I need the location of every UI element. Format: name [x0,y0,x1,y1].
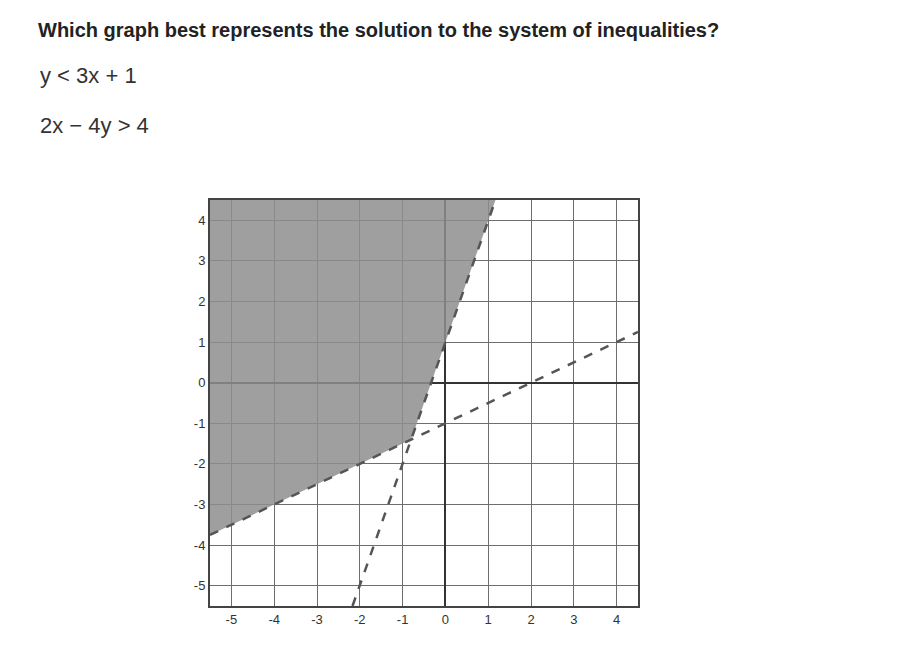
svg-text:-1: -1 [397,612,409,627]
svg-text:-2: -2 [354,612,366,627]
svg-text:-3: -3 [194,497,206,512]
svg-text:3: 3 [198,253,205,268]
svg-text:-4: -4 [268,612,280,627]
svg-text:1: 1 [198,335,205,350]
svg-text:2: 2 [527,612,534,627]
svg-text:3: 3 [570,612,577,627]
svg-text:-5: -5 [194,578,206,593]
svg-text:-4: -4 [194,538,206,553]
svg-text:4: 4 [613,612,620,627]
svg-text:1: 1 [485,612,492,627]
svg-text:2x − 4y > 4: 2x − 4y > 4 [40,113,149,138]
svg-text:0: 0 [442,612,449,627]
svg-text:Which graph best represents th: Which graph best represents the solution… [38,19,719,41]
svg-text:4: 4 [198,213,205,228]
svg-text:-1: -1 [194,416,206,431]
svg-text:-3: -3 [311,612,323,627]
svg-text:-2: -2 [194,456,206,471]
svg-text:y < 3x + 1: y < 3x + 1 [40,63,137,88]
svg-text:-5: -5 [226,612,238,627]
svg-text:0: 0 [198,375,205,390]
svg-text:2: 2 [198,294,205,309]
